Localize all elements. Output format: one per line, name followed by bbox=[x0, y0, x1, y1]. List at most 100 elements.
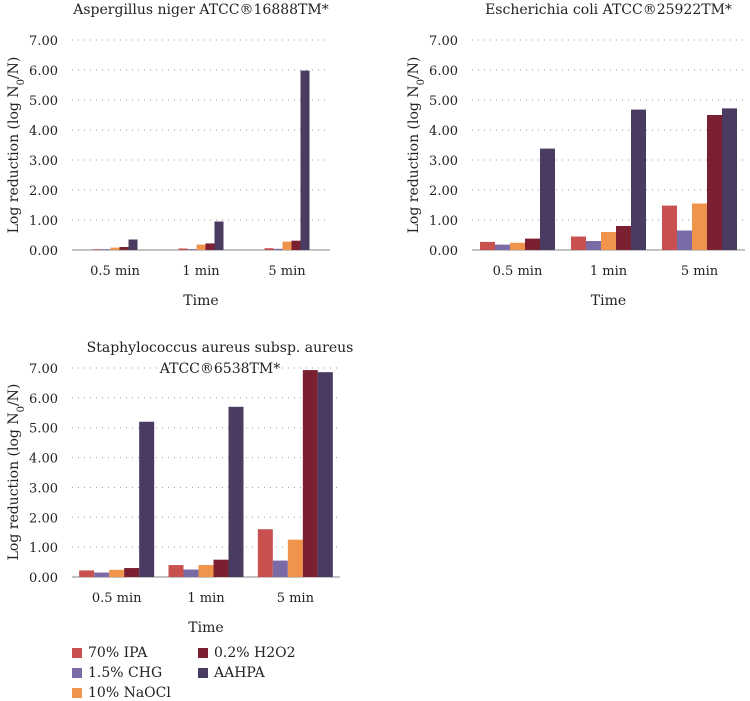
x-tick-label: 5 min bbox=[277, 591, 315, 606]
bar bbox=[282, 241, 292, 250]
legend-swatch-h2o2 bbox=[198, 648, 208, 658]
legend-item-h2o2: 0.2% H2O2 bbox=[198, 645, 296, 661]
x-axis-label: Time bbox=[188, 620, 223, 636]
bar bbox=[300, 70, 310, 250]
bar bbox=[178, 248, 188, 250]
bar bbox=[257, 529, 273, 577]
y-tick-label: 7.00 bbox=[29, 34, 58, 49]
bar bbox=[273, 248, 283, 250]
bar bbox=[228, 406, 244, 577]
bar bbox=[124, 568, 140, 577]
bar bbox=[139, 421, 155, 577]
y-tick-label: 4.00 bbox=[29, 452, 58, 467]
legend-swatch-ipa bbox=[72, 648, 82, 658]
bar bbox=[272, 560, 288, 577]
y-tick-label: 7.00 bbox=[29, 362, 58, 377]
bar bbox=[109, 569, 125, 577]
y-tick-label: 6.00 bbox=[29, 64, 58, 79]
bar bbox=[79, 570, 95, 577]
x-axis-label: Time bbox=[183, 293, 218, 309]
legend-label-chg: 1.5% CHG bbox=[88, 665, 163, 681]
bar bbox=[302, 370, 318, 577]
bar bbox=[540, 148, 555, 250]
x-tick-label: 1 min bbox=[187, 591, 225, 606]
chart-title: ATCC®6538TM* bbox=[159, 361, 280, 377]
bar bbox=[128, 239, 138, 250]
bar bbox=[480, 241, 495, 250]
bar bbox=[264, 248, 274, 250]
bar bbox=[213, 559, 229, 577]
y-tick-label: 5.00 bbox=[29, 94, 58, 109]
y-tick-label: 5.00 bbox=[429, 94, 458, 109]
y-axis-label: Log reduction (log N0/N) bbox=[406, 57, 427, 234]
bar bbox=[287, 539, 303, 577]
legend-item-naocl: 10% NaOCl bbox=[72, 685, 171, 701]
bar bbox=[187, 249, 197, 250]
bar bbox=[586, 241, 601, 250]
y-tick-label: 2.00 bbox=[29, 511, 58, 526]
bar bbox=[94, 572, 110, 577]
chart-panel-2: 0.00 1.00 2.00 3.00 4.00 5.00 6.00 7.00 0.5 min 1… bbox=[406, 2, 745, 309]
y-tick-label: 3.00 bbox=[29, 481, 58, 496]
legend-label-naocl: 10% NaOCl bbox=[88, 685, 171, 701]
y-tick-label: 0.00 bbox=[29, 244, 58, 259]
bar bbox=[495, 244, 510, 250]
bar bbox=[101, 249, 111, 250]
y-tick-label: 3.00 bbox=[429, 154, 458, 169]
bar bbox=[692, 203, 707, 250]
bar bbox=[92, 249, 102, 250]
y-tick-label: 5.00 bbox=[29, 422, 58, 437]
bar bbox=[168, 565, 184, 577]
bar bbox=[707, 115, 722, 250]
y-tick-label: 1.00 bbox=[29, 214, 58, 229]
bar bbox=[616, 226, 631, 250]
bar bbox=[291, 240, 301, 250]
bar bbox=[601, 232, 616, 250]
x-axis-label: Time bbox=[591, 293, 626, 309]
bar bbox=[525, 238, 540, 250]
x-tick-label: 0.5 min bbox=[92, 591, 142, 606]
legend-item-ipa: 70% IPA bbox=[72, 645, 147, 661]
bar bbox=[183, 569, 199, 577]
bar bbox=[110, 247, 120, 250]
legend-label-h2o2: 0.2% H2O2 bbox=[214, 645, 296, 661]
x-tick-label: 0.5 min bbox=[493, 264, 543, 279]
y-tick-label: 6.00 bbox=[29, 392, 58, 407]
y-tick-label: 4.00 bbox=[29, 124, 58, 139]
chart-panel-1: 0.00 1.00 2.00 3.00 4.00 5.00 6.00 7.00 0.5 min 1… bbox=[6, 2, 330, 309]
bar bbox=[571, 236, 586, 250]
y-tick-label: 1.00 bbox=[29, 541, 58, 556]
bar bbox=[198, 565, 214, 577]
chart-title: Staphylococcus aureus subsp. aureus bbox=[87, 340, 354, 356]
bar bbox=[119, 247, 129, 250]
chart-title: Escherichia coli ATCC®25922TM* bbox=[485, 2, 732, 18]
bar bbox=[631, 109, 646, 250]
chart-title: Aspergillus niger ATCC®16888TM* bbox=[72, 2, 328, 18]
bar bbox=[510, 242, 525, 250]
y-tick-label: 7.00 bbox=[429, 34, 458, 49]
legend-swatch-aahpa bbox=[198, 668, 208, 678]
bar bbox=[722, 108, 737, 251]
y-tick-label: 6.00 bbox=[429, 64, 458, 79]
y-tick-label: 0.00 bbox=[29, 571, 58, 586]
y-tick-label: 2.00 bbox=[429, 184, 458, 199]
x-tick-label: 0.5 min bbox=[90, 264, 140, 279]
x-tick-label: 5 min bbox=[681, 264, 719, 279]
y-axis-label: Log reduction (log N0/N) bbox=[6, 57, 27, 234]
bar bbox=[677, 230, 692, 250]
legend-label-aahpa: AAHPA bbox=[214, 665, 265, 681]
chart-panel-3: 0.00 1.00 2.00 3.00 4.00 5.00 6.00 7.00 0.5 min 1… bbox=[6, 340, 353, 636]
y-tick-label: 3.00 bbox=[29, 154, 58, 169]
y-tick-label: 1.00 bbox=[429, 214, 458, 229]
legend-item-chg: 1.5% CHG bbox=[72, 665, 162, 681]
y-axis-label: Log reduction (log N0/N) bbox=[6, 384, 27, 561]
legend-swatch-chg bbox=[72, 668, 82, 678]
x-tick-label: 1 min bbox=[590, 264, 628, 279]
bar bbox=[196, 244, 206, 250]
y-tick-label: 2.00 bbox=[29, 184, 58, 199]
y-tick-label: 0.00 bbox=[429, 244, 458, 259]
y-tick-label: 4.00 bbox=[429, 124, 458, 139]
bar bbox=[662, 205, 677, 250]
x-tick-label: 5 min bbox=[268, 264, 306, 279]
bar bbox=[317, 372, 333, 577]
